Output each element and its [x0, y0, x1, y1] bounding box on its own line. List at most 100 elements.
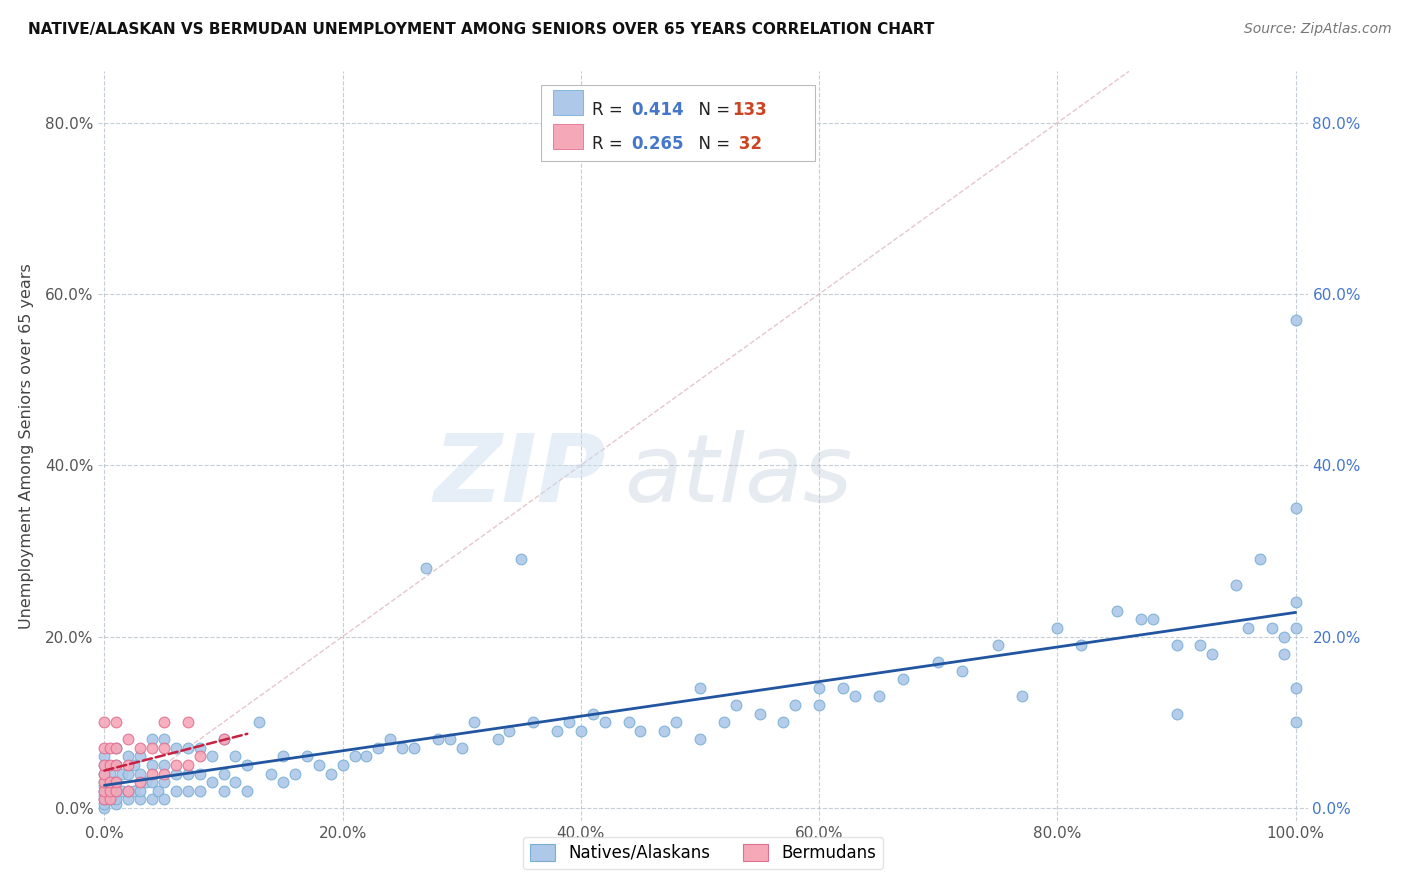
Point — [105, 715, 128, 730]
Point — [105, 740, 128, 755]
Point — [93, 766, 115, 780]
Point — [224, 749, 246, 764]
Point — [93, 775, 115, 789]
Point — [153, 732, 176, 747]
Point — [1272, 630, 1295, 644]
Point — [103, 792, 125, 806]
Point — [93, 801, 115, 815]
Point — [93, 775, 115, 789]
Point — [188, 740, 211, 755]
Point — [1249, 552, 1271, 566]
Point — [522, 715, 544, 730]
Point — [93, 792, 115, 806]
Point — [772, 715, 794, 730]
Text: NATIVE/ALASKAN VS BERMUDAN UNEMPLOYMENT AMONG SENIORS OVER 65 YEARS CORRELATION : NATIVE/ALASKAN VS BERMUDAN UNEMPLOYMENT … — [28, 22, 935, 37]
Point — [135, 775, 157, 789]
Point — [93, 780, 115, 794]
Point — [844, 690, 866, 704]
Point — [380, 732, 402, 747]
Point — [343, 749, 366, 764]
Point — [146, 783, 169, 797]
Point — [212, 766, 235, 780]
Point — [105, 797, 128, 811]
Point — [93, 792, 115, 806]
Point — [1261, 621, 1284, 635]
Point — [630, 723, 652, 738]
Point — [617, 715, 640, 730]
Point — [141, 758, 163, 772]
Point — [319, 766, 342, 780]
Point — [569, 723, 592, 738]
Text: 32: 32 — [733, 135, 762, 153]
Point — [177, 783, 200, 797]
Point — [271, 775, 294, 789]
Point — [260, 766, 283, 780]
Point — [987, 638, 1010, 652]
Point — [98, 775, 121, 789]
Text: R =: R = — [592, 135, 628, 153]
Point — [212, 732, 235, 747]
Point — [689, 681, 711, 695]
Point — [141, 766, 163, 780]
Point — [332, 758, 354, 772]
Point — [153, 766, 176, 780]
Point — [1070, 638, 1092, 652]
Point — [1166, 638, 1188, 652]
Point — [153, 715, 176, 730]
Point — [165, 766, 187, 780]
Point — [927, 655, 949, 669]
Point — [111, 783, 134, 797]
Point — [105, 792, 128, 806]
Point — [188, 766, 211, 780]
Point — [832, 681, 855, 695]
Point — [129, 792, 152, 806]
Text: atlas: atlas — [624, 431, 852, 522]
Point — [105, 783, 128, 797]
Point — [689, 732, 711, 747]
Point — [93, 758, 115, 772]
Point — [665, 715, 688, 730]
Point — [1046, 621, 1069, 635]
Point — [141, 775, 163, 789]
Point — [212, 783, 235, 797]
Point — [271, 749, 294, 764]
Point — [165, 758, 187, 772]
Point — [367, 740, 389, 755]
Point — [308, 758, 330, 772]
Point — [93, 783, 115, 797]
Point — [93, 788, 115, 802]
Point — [141, 732, 163, 747]
Point — [98, 792, 121, 806]
Point — [93, 797, 115, 811]
Point — [188, 783, 211, 797]
Text: ZIP: ZIP — [433, 430, 606, 522]
Point — [98, 766, 121, 780]
Text: R =: R = — [592, 101, 628, 119]
Point — [426, 732, 449, 747]
Point — [93, 766, 115, 780]
Text: Source: ZipAtlas.com: Source: ZipAtlas.com — [1244, 22, 1392, 37]
Point — [463, 715, 485, 730]
Point — [98, 783, 121, 797]
Point — [295, 749, 318, 764]
Point — [546, 723, 568, 738]
Point — [724, 698, 747, 712]
Point — [415, 561, 437, 575]
Point — [510, 552, 533, 566]
Point — [212, 732, 235, 747]
Point — [1189, 638, 1212, 652]
Point — [93, 783, 115, 797]
Y-axis label: Unemployment Among Seniors over 65 years: Unemployment Among Seniors over 65 years — [18, 263, 34, 629]
Point — [93, 715, 115, 730]
Point — [1285, 312, 1308, 326]
Point — [98, 792, 121, 806]
Point — [105, 758, 128, 772]
Point — [93, 749, 115, 764]
Point — [177, 766, 200, 780]
Point — [1285, 681, 1308, 695]
Point — [1285, 715, 1308, 730]
Point — [868, 690, 890, 704]
Point — [1285, 595, 1308, 609]
Point — [141, 792, 163, 806]
Point — [117, 758, 139, 772]
